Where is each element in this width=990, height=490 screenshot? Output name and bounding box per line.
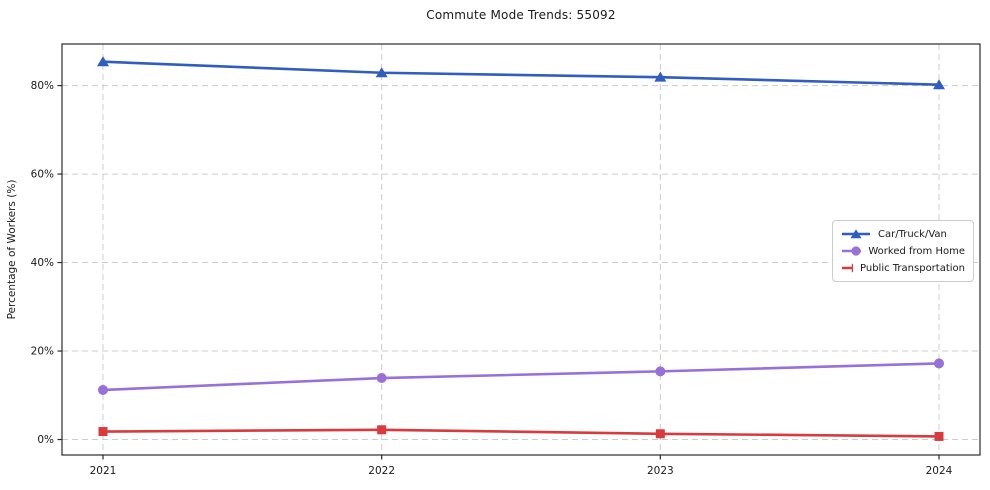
legend-marker-triangle-icon [842,229,870,239]
data-point-car-truck-van [654,71,667,82]
legend-label: Car/Truck/Van [878,228,947,240]
legend-item-public-transportation: Public Transportation [841,261,965,275]
data-point-public-transportation [377,425,387,435]
data-point-public-transportation [98,427,108,437]
legend-marker-square-icon [842,263,854,273]
series-line-car-truck-van [101,60,941,87]
y-axis-label: Percentage of Workers (%) [6,180,18,320]
data-point-worked-from-home [98,384,108,395]
x-tick-label: 2023 [647,465,674,477]
data-point-public-transportation [655,429,665,439]
legend-box: Car/Truck/Van Worked from Home Public Tr… [832,220,974,282]
chart-title: Commute Mode Trends: 55092 [426,8,616,22]
data-point-worked-from-home [655,366,666,377]
data-point-car-truck-van [97,56,109,67]
legend-label: Public Transportation [860,262,965,274]
data-point-public-transportation [934,431,944,441]
x-tick-label: 2022 [368,465,395,477]
series-line-worked-from-home [101,362,941,392]
legend-label: Worked from Home [868,245,965,257]
legend-marker-circle-icon [842,246,862,256]
axes-spines [61,43,981,456]
data-point-worked-from-home [376,373,387,384]
data-point-car-truck-van [375,67,388,78]
legend-item-car-truck-van: Car/Truck/Van [841,227,965,241]
y-tick-label: 80% [31,80,54,92]
triangle-marker-icon [850,229,862,239]
data-point-car-truck-van [933,79,945,90]
circle-marker-icon [851,246,861,256]
y-tick-label: 20% [31,346,54,358]
legend-item-worked-from-home: Worked from Home [841,244,965,258]
y-tick-label: 40% [31,257,54,269]
series-line-public-transportation [101,428,941,438]
square-marker-icon [851,263,854,273]
y-tick-label: 60% [31,169,54,181]
y-tick-label: 0% [37,434,54,446]
x-tick-label: 2021 [90,465,117,477]
x-tick-label: 2024 [926,465,953,477]
data-point-worked-from-home [934,358,944,369]
